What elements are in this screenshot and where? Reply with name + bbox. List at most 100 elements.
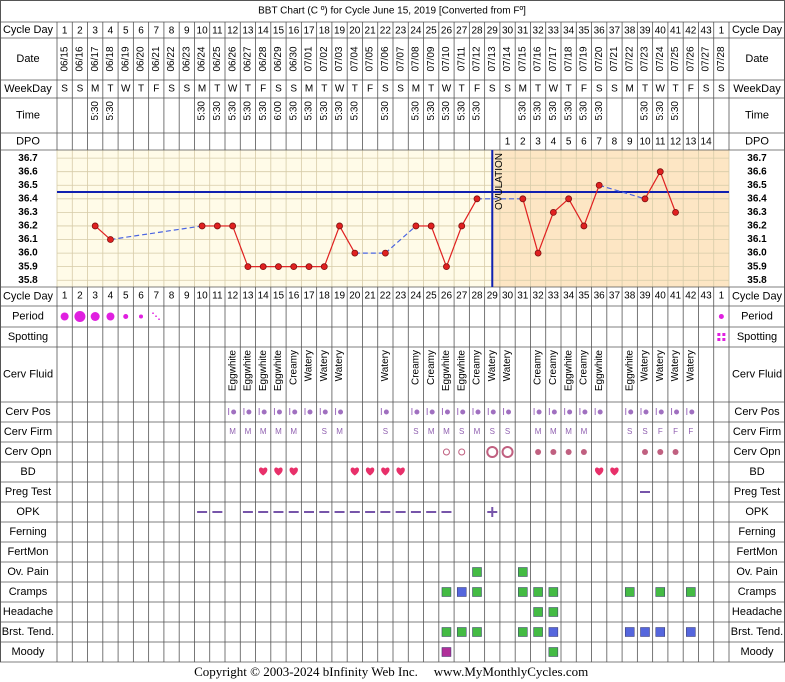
cycle-day: 7: [153, 291, 159, 302]
bd-heart: [350, 467, 360, 476]
cycle-day: 1: [719, 26, 725, 37]
cycle-day: 13: [242, 26, 254, 37]
moody-mark: [441, 647, 452, 657]
temp-point: [672, 208, 679, 216]
cycle-day: 43: [701, 26, 713, 37]
cerv-fluid: Creamy: [426, 350, 437, 385]
time: 5:30: [456, 101, 467, 121]
date: 07/25: [670, 46, 681, 71]
time: 5:30: [90, 101, 101, 121]
date: 07/24: [655, 46, 666, 71]
row-label: Moody: [740, 646, 774, 658]
cycle-day: 21: [365, 26, 377, 37]
cerv-pos-mark: [258, 408, 267, 415]
cycle-day: 4: [108, 291, 114, 302]
row-label: BD: [20, 466, 35, 478]
cerv-fluid: Watery: [380, 350, 391, 381]
weekday: F: [581, 84, 587, 95]
time: 5:30: [563, 101, 574, 121]
weekday: W: [121, 84, 131, 95]
weekday: F: [260, 84, 266, 95]
cerv-firm: S: [505, 427, 510, 436]
weekday: W: [656, 84, 666, 95]
cerv-pos-mark: [319, 408, 328, 415]
date: 07/13: [487, 46, 498, 71]
cycle-day: 41: [670, 26, 682, 37]
cycle-day: 24: [410, 291, 422, 302]
weekday: M: [198, 84, 206, 95]
date: 07/17: [548, 46, 559, 71]
cerv-fluid: Eggwhite: [441, 350, 452, 392]
row-label: Date: [16, 53, 39, 65]
cycle-day: 32: [533, 291, 545, 302]
cycle-day: 38: [624, 26, 636, 37]
dpo: 6: [581, 137, 587, 148]
temp-segment: [339, 225, 356, 254]
weekday: T: [459, 84, 465, 95]
temp-point: [534, 249, 542, 257]
temp-point: [229, 222, 237, 230]
date: 07/22: [624, 46, 635, 71]
cycle-day: 11: [212, 291, 223, 302]
cycle-day: 18: [319, 26, 331, 37]
cycle-day: 28: [471, 291, 483, 302]
y-tick-label: 35.8: [747, 275, 767, 286]
row-label: Time: [16, 109, 40, 121]
temp-point: [443, 263, 450, 271]
date: 07/02: [319, 46, 330, 71]
weekday: S: [611, 84, 618, 95]
dpo: 7: [596, 137, 602, 148]
row-label: DPO: [745, 135, 769, 147]
y-tick-label: 36.4: [18, 193, 38, 204]
brst-tend-mark: [518, 627, 528, 637]
cerv-pos-mark: [273, 408, 282, 415]
cycle-day: 29: [487, 26, 499, 37]
cramps-mark: [456, 587, 467, 597]
cycle-day: 8: [169, 26, 175, 37]
brst-tend-mark: [624, 627, 635, 637]
weekday: F: [153, 84, 159, 95]
cerv-pos-mark: [304, 408, 313, 415]
cerv-opn-mark: [458, 448, 466, 456]
bd-heart: [274, 467, 283, 476]
brst-tend-mark: [640, 627, 650, 637]
y-tick-label: 36.2: [18, 221, 38, 232]
date: 07/28: [716, 46, 727, 71]
cerv-fluid: Watery: [685, 350, 696, 381]
cycle-day: 36: [594, 291, 606, 302]
weekday: S: [275, 84, 282, 95]
cycle-day: 15: [273, 26, 285, 37]
cycle-day: 43: [701, 291, 713, 302]
weekday: S: [290, 84, 297, 95]
cycle-day: 1: [719, 291, 725, 302]
cerv-pos-mark: [594, 408, 603, 415]
date: 07/11: [456, 46, 467, 71]
cerv-fluid: Watery: [670, 350, 681, 381]
cerv-firm: M: [550, 427, 557, 436]
chart-title: BBT Chart (C º) for Cycle June 15, 2019 …: [258, 6, 526, 17]
time: 5:30: [594, 101, 605, 121]
cycle-day: 1: [62, 291, 68, 302]
row-label: WeekDay: [4, 83, 52, 95]
time: 5:30: [212, 101, 223, 121]
y-tick-label: 36.6: [18, 166, 38, 177]
period-mark: [139, 314, 143, 319]
cerv-pos-mark: [487, 408, 496, 415]
date: 06/24: [197, 46, 208, 71]
cycle-day: 42: [685, 291, 697, 302]
ov-pain-mark: [472, 567, 482, 577]
cycle-day: 39: [639, 291, 651, 302]
weekday: W: [549, 84, 559, 95]
row-label: FertMon: [8, 546, 49, 558]
y-tick-label: 36.6: [747, 166, 767, 177]
time: 5:30: [640, 101, 651, 121]
period-mark: [106, 312, 115, 321]
temp-segment: [430, 225, 448, 267]
dpo: 12: [670, 137, 682, 148]
luteal-area: [492, 150, 729, 287]
cycle-day: 25: [426, 291, 438, 302]
cycle-day: 2: [77, 26, 83, 37]
temp-segment: [552, 198, 570, 213]
weekday: T: [107, 84, 113, 95]
